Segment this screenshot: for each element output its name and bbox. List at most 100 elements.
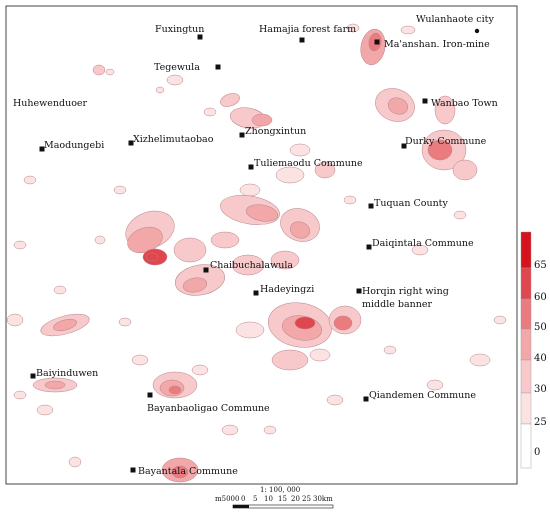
contour-patch <box>131 354 149 366</box>
contour-patch <box>145 252 159 262</box>
contour-patch <box>271 349 309 371</box>
scale-tick-5: 5 <box>253 495 257 503</box>
legend-swatch <box>520 392 532 425</box>
place-marker <box>215 64 221 70</box>
contour-patch <box>182 277 208 293</box>
label-tegewula: Tegewula <box>154 62 200 73</box>
contour-layer <box>6 23 507 483</box>
contour-patch <box>68 456 82 468</box>
contour-patch <box>289 221 311 239</box>
scale-tick-0: 0 <box>241 495 245 503</box>
contour-patch <box>6 313 24 327</box>
contour-patch <box>453 210 467 220</box>
legend-label-50: 50 <box>534 322 547 333</box>
contour-patch <box>113 185 127 195</box>
contour-patch <box>263 425 277 435</box>
place-marker <box>130 467 136 473</box>
contour-patch <box>92 64 106 76</box>
contour-patch <box>314 161 336 179</box>
scale-bar: 1: 100, 000 m5000 0 5 10 15 20 25 30km <box>215 486 334 509</box>
contour-patch <box>173 237 207 263</box>
contour-patch <box>452 159 478 181</box>
label-qiandemen-commune: Qiandemen Commune <box>369 390 476 401</box>
place-marker <box>253 290 259 296</box>
contour-patch <box>493 315 507 325</box>
legend-swatch <box>520 267 532 300</box>
place-marker <box>39 146 45 152</box>
contour-patch <box>275 166 305 184</box>
contour-patch <box>343 195 357 205</box>
contour-patch <box>270 250 300 270</box>
label-bayantala-commune: Bayantala Commune <box>138 466 238 477</box>
label-tuliemaodu-commune: Tuliemaodu Commune <box>254 158 363 169</box>
contour-patch <box>155 86 165 94</box>
contour-patch <box>13 240 27 250</box>
contour-patch <box>426 379 444 391</box>
contour-patch <box>251 113 273 127</box>
contour-patch <box>13 390 27 400</box>
contour-patch <box>23 175 37 185</box>
legend-swatches <box>520 231 532 469</box>
label-xizhelimutaobao: Xizhelimutaobao <box>133 134 214 145</box>
contour-patch <box>411 244 429 256</box>
legend-swatch <box>520 359 532 394</box>
contour-patch <box>53 319 77 331</box>
contour-patch <box>239 183 261 197</box>
place-markers <box>30 28 480 473</box>
place-marker <box>366 244 372 250</box>
contour-patch <box>346 23 360 33</box>
legend-swatch <box>520 423 532 469</box>
place-marker <box>299 37 305 43</box>
place-marker <box>356 288 362 294</box>
place-marker <box>422 98 428 104</box>
place-marker <box>147 392 153 398</box>
contour-patch <box>427 139 453 161</box>
place-marker <box>203 267 209 273</box>
contour-patch <box>44 380 66 390</box>
label-hamajia-forest-farm: Hamajia forest farm <box>259 24 356 35</box>
legend-swatch <box>520 231 532 269</box>
label-fuxingtun: Fuxingtun <box>155 24 204 35</box>
place-marker <box>363 396 369 402</box>
place-marker <box>128 140 134 146</box>
place-marker <box>374 39 380 45</box>
scale-ratio: 1: 100, 000 <box>260 486 300 494</box>
place-marker <box>368 203 374 209</box>
place-marker <box>401 143 407 149</box>
contour-patch <box>210 231 240 249</box>
legend-label-60: 60 <box>534 292 547 303</box>
label-huhewenduoer: Huhewenduoer <box>13 98 88 109</box>
label-zhongxintun: Zhongxintun <box>245 126 306 137</box>
contour-patch <box>36 404 54 416</box>
contour-patch <box>171 465 189 479</box>
label-wulanhaote-city: Wulanhaote city <box>416 14 494 25</box>
contour-patch <box>221 424 239 436</box>
label-wanbao-town: Wanbao Town <box>431 98 498 109</box>
map-frame <box>5 5 518 485</box>
contour-patch <box>168 385 182 395</box>
label-daiqintala-commune: Daiqintala Commune <box>372 238 474 249</box>
contour-patch <box>469 353 491 367</box>
place-marker <box>248 164 254 170</box>
label-tuquan-county: Tuquan County <box>374 198 448 209</box>
contour-patch <box>326 394 344 406</box>
contour-patch <box>289 143 311 157</box>
scale-tick-25: 25 <box>302 495 311 503</box>
contour-patch <box>53 285 67 295</box>
scale-bar-fill <box>233 505 249 508</box>
contour-patch <box>309 348 331 362</box>
label-durky-commune: Durky Commune <box>405 136 487 147</box>
legend-label-65: 65 <box>534 260 547 271</box>
label-bayanbaoligao-commune: Bayanbaoligao Commune <box>147 403 270 414</box>
scale-tick-15: 15 <box>278 495 287 503</box>
legend-swatch <box>520 328 532 361</box>
contour-patch <box>400 25 416 35</box>
contour-patch <box>333 315 353 331</box>
contour-patch <box>434 95 456 125</box>
legend-label-40: 40 <box>534 353 547 364</box>
legend-swatch <box>520 298 532 330</box>
contour-patch <box>191 364 209 376</box>
legend-label-0: 0 <box>534 447 540 458</box>
label-chaibuchalawula: Chaibuchalawula <box>210 260 293 271</box>
contour-patch <box>231 254 265 276</box>
